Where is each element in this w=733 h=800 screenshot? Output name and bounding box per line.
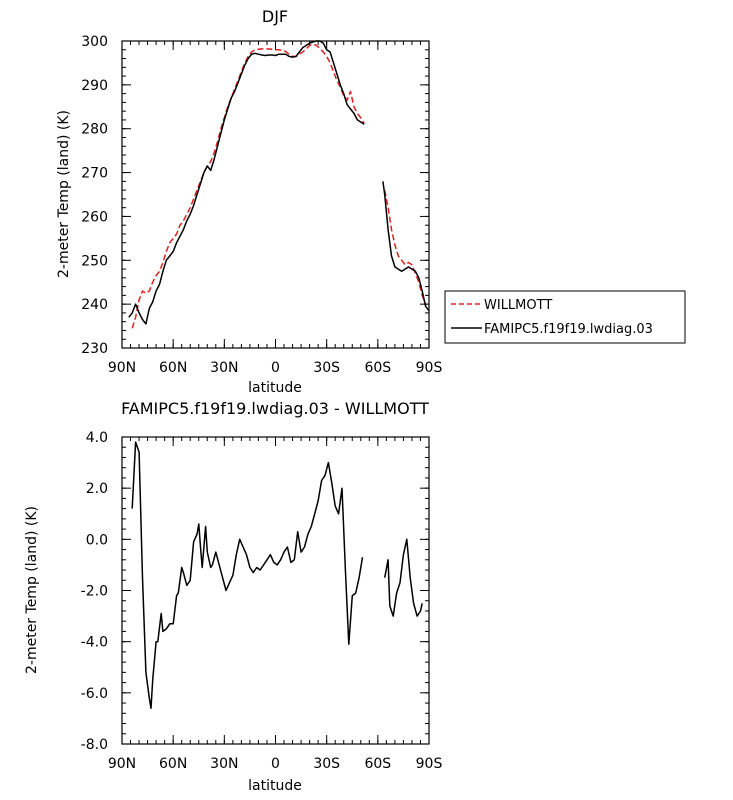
x-tick-label: 0 bbox=[271, 756, 280, 772]
y-tick-label: -4.0 bbox=[81, 635, 108, 651]
x-tick-label: 90S bbox=[416, 360, 443, 376]
plot-frame bbox=[121, 436, 430, 745]
x-tick-label: 60N bbox=[159, 756, 187, 772]
y-tick-label: 230 bbox=[81, 341, 108, 357]
y-tick-label: -2.0 bbox=[81, 584, 108, 600]
chart-title: FAMIPC5.f19f19.lwdiag.03 - WILLMOTT bbox=[121, 399, 429, 418]
x-tick-label: 60S bbox=[364, 360, 391, 376]
chart-title: DJF bbox=[262, 7, 288, 26]
y-tick-label: 270 bbox=[81, 166, 108, 182]
x-axis-label: latitude bbox=[248, 380, 302, 396]
y-tick-label: -8.0 bbox=[81, 737, 108, 753]
x-tick-label: 0 bbox=[271, 360, 280, 376]
series-line-willmott bbox=[131, 43, 365, 329]
x-tick-label: 30S bbox=[313, 756, 340, 772]
plot-frame bbox=[121, 40, 430, 349]
legend-label-willmott: WILLMOTT bbox=[484, 298, 552, 313]
x-tick-label: 30S bbox=[313, 360, 340, 376]
series-line-famipc5-f19f19-lwdiag-03 bbox=[382, 181, 430, 312]
y-tick-label: 250 bbox=[81, 253, 108, 269]
x-tick-label: 60S bbox=[364, 756, 391, 772]
y-tick-label: -6.0 bbox=[81, 686, 108, 702]
y-axis-label: 2-meter Temp (land) (K) bbox=[56, 110, 72, 278]
legend-label-famipc5: FAMIPC5.f19f19.lwdiag.03 bbox=[484, 322, 653, 337]
series-line-willmott bbox=[383, 189, 427, 305]
x-tick-label: 90N bbox=[108, 756, 136, 772]
difference-line bbox=[383, 538, 423, 617]
y-tick-label: 4.0 bbox=[86, 430, 108, 446]
y-tick-label: 2.0 bbox=[86, 481, 108, 497]
series-line-famipc5-f19f19-lwdiag-03 bbox=[128, 40, 365, 325]
x-tick-label: 30N bbox=[210, 360, 238, 376]
difference-line bbox=[131, 441, 364, 709]
x-tick-label: 60N bbox=[159, 360, 187, 376]
y-tick-label: 290 bbox=[81, 78, 108, 94]
legend: WILLMOTT FAMIPC5.f19f19.lwdiag.03 bbox=[444, 290, 686, 344]
x-tick-label: 90S bbox=[416, 756, 443, 772]
x-axis-label: latitude bbox=[248, 778, 302, 794]
x-tick-label: 90N bbox=[108, 360, 136, 376]
y-tick-label: 240 bbox=[81, 297, 108, 313]
y-tick-label: 0.0 bbox=[86, 532, 108, 548]
x-tick-label: 30N bbox=[210, 756, 238, 772]
legend-box bbox=[444, 290, 686, 344]
y-tick-label: 300 bbox=[81, 34, 108, 50]
y-axis-label: 2-meter Temp (land) (K) bbox=[24, 506, 40, 674]
y-tick-label: 280 bbox=[81, 122, 108, 138]
bottom-panel: FAMIPC5.f19f19.lwdiag.03 - WILLMOTT -8.0… bbox=[24, 399, 442, 794]
y-tick-label: 260 bbox=[81, 209, 108, 225]
top-panel: DJF 230 240 250 260 270 280 290 300 90N 60N 30N 0 3… bbox=[56, 7, 686, 396]
